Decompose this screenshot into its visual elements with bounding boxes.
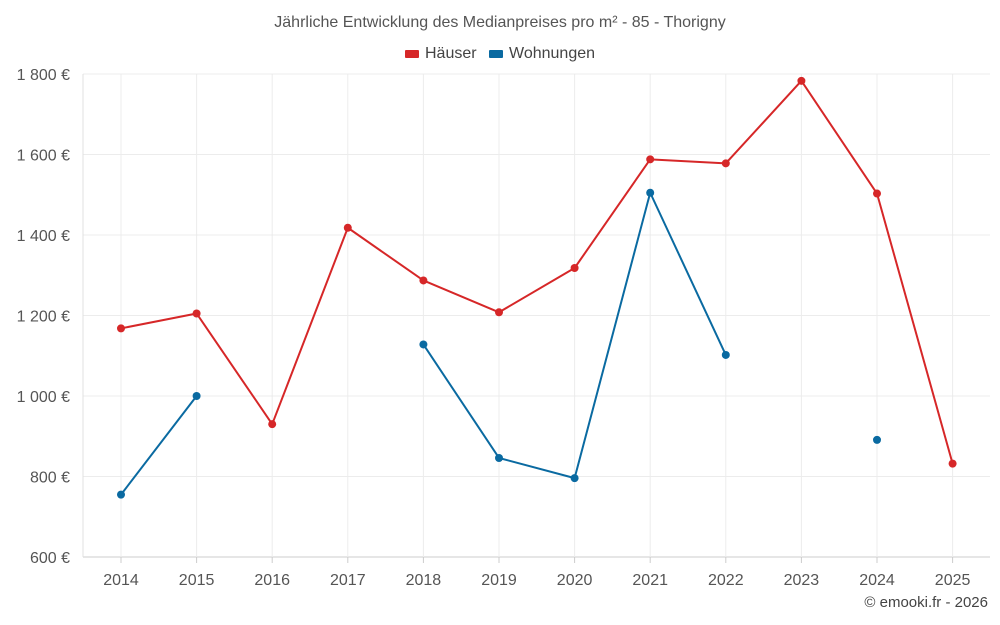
y-tick-label: 600 € [30, 550, 70, 567]
data-point-wohnungen [192, 392, 201, 400]
data-point-haeuser [419, 276, 428, 285]
y-tick-label: 1 800 € [17, 67, 70, 84]
data-point-haeuser [117, 324, 125, 333]
data-point-haeuser [268, 420, 277, 429]
x-tick-label: 2022 [708, 572, 744, 589]
data-point-haeuser [721, 159, 730, 168]
legend-swatch-wohnungen [489, 50, 504, 58]
x-tick-label: 2019 [481, 572, 517, 589]
series-line-wohnungen [120, 395, 198, 496]
data-point-haeuser [948, 459, 957, 468]
chart-title: Jährliche Entwicklung des Medianpreises … [274, 14, 726, 31]
legend-label-wohnungen: Wohnungen [509, 45, 596, 62]
data-point-haeuser [646, 155, 655, 164]
x-tick-label: 2015 [179, 572, 215, 589]
data-point-haeuser [495, 308, 503, 317]
y-tick-label: 800 € [30, 470, 70, 487]
legend-item-haeuser[interactable]: Häuser [404, 45, 477, 63]
data-point-wohnungen [646, 188, 655, 197]
credit: © emooki.fr - 2026 [864, 594, 988, 611]
data-point-haeuser [797, 76, 806, 85]
x-tick-label: 2024 [859, 572, 895, 589]
legend-label-haeuser: Häuser [424, 45, 477, 62]
data-point-haeuser [873, 189, 881, 198]
legend: Häuser Wohnungen [0, 45, 1000, 63]
y-tick-label: 1 200 € [17, 309, 70, 326]
x-tick-label: 2014 [103, 572, 139, 589]
data-point-haeuser [570, 264, 579, 273]
data-point-wohnungen [721, 350, 730, 359]
legend-swatch-haeuser [404, 50, 419, 58]
data-point-wohnungen [873, 435, 881, 444]
x-tick-label: 2023 [784, 572, 820, 589]
series-line-wohnungen [422, 191, 727, 480]
x-tick-label: 2018 [406, 572, 442, 589]
x-tick-label: 2020 [557, 572, 593, 589]
data-point-wohnungen [570, 474, 579, 483]
x-tick-label: 2021 [632, 572, 668, 589]
y-tick-label: 1 600 € [17, 148, 70, 165]
data-point-haeuser [343, 223, 352, 232]
x-tick-label: 2016 [254, 572, 290, 589]
data-point-wohnungen [419, 340, 428, 349]
y-tick-label: 1 000 € [17, 389, 70, 406]
x-tick-label: 2025 [935, 572, 971, 589]
y-tick-label: 1 400 € [17, 228, 70, 245]
series-line-haeuser [120, 79, 954, 464]
data-point-wohnungen [495, 453, 503, 462]
data-point-haeuser [192, 309, 201, 318]
data-point-wohnungen [117, 490, 125, 499]
x-tick-label: 2017 [330, 572, 366, 589]
legend-item-wohnungen[interactable]: Wohnungen [489, 45, 595, 63]
